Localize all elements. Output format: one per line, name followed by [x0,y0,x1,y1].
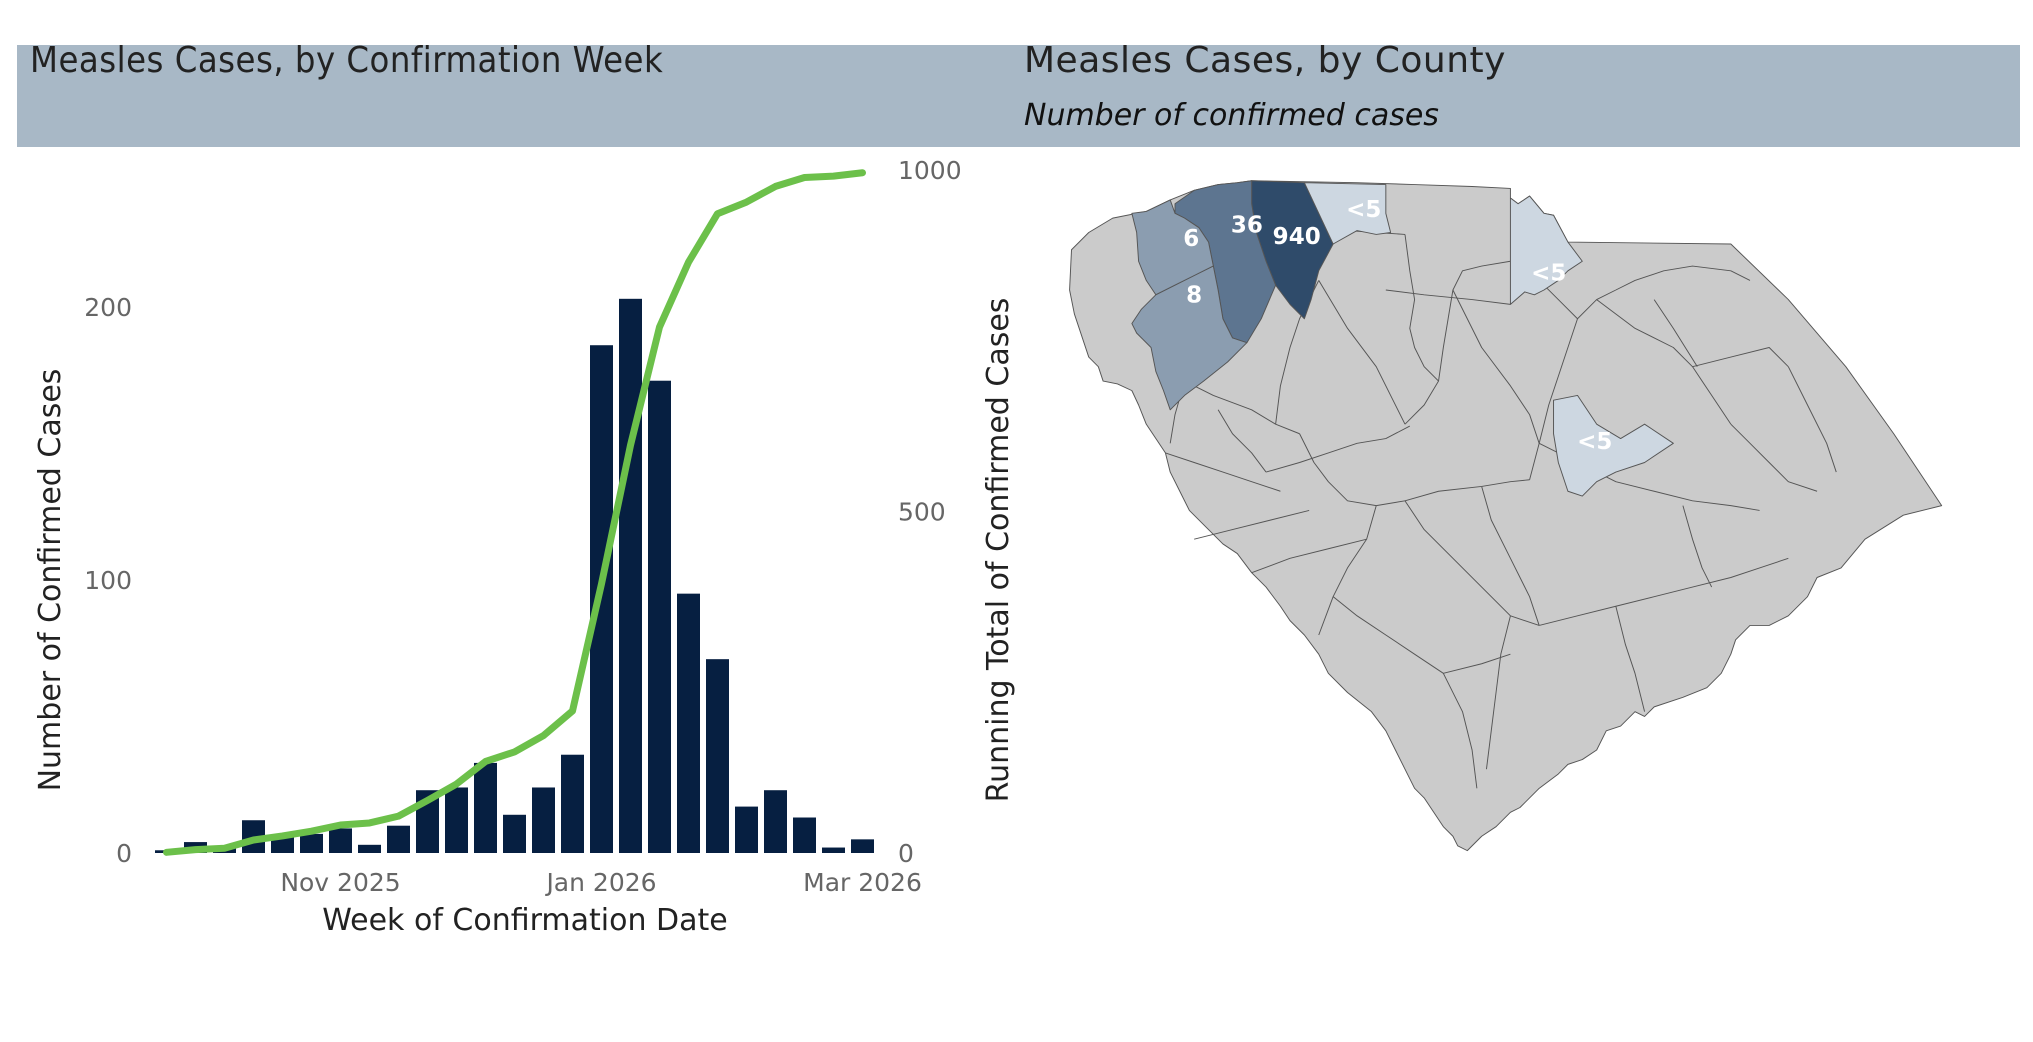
x-tick-label: Mar 2026 [803,868,922,897]
bar-week-14[interactable] [532,787,555,853]
bar-week-23[interactable] [793,817,816,853]
running-total-line[interactable] [163,169,866,856]
county-lt5-c[interactable] [1553,394,1674,497]
bar-week-11[interactable] [445,787,468,853]
bar-week-19[interactable] [677,593,700,853]
y2-axis-label: Running Total of Confirmed Cases [981,298,1016,803]
bar-week-12[interactable] [474,762,497,853]
county-8[interactable] [1131,265,1248,411]
bar-week-18[interactable] [648,380,671,853]
y2-tick-label: 1000 [898,156,962,185]
bar-week-5[interactable] [271,836,294,853]
y2-tick-label: 0 [898,839,914,868]
y2-tick-label: 500 [898,498,946,527]
bar-week-9[interactable] [387,825,410,853]
bar-week-21[interactable] [735,806,758,853]
x-tick-label: Nov 2025 [280,868,400,897]
bar-week-17[interactable] [619,298,642,853]
label-county-lt5-b: <5 [1531,260,1566,286]
label-county-lt5-c: <5 [1577,429,1612,455]
county-lt5-b[interactable] [1509,195,1583,305]
bar-week-7[interactable] [329,828,352,853]
bar-week-8[interactable] [358,844,381,853]
line-layer [163,169,866,856]
bars-layer [155,298,874,853]
label-county-8: 8 [1186,282,1202,308]
county-map: 940 36 6 8 <5 <5 <5 [1069,180,1943,852]
label-county-36: 36 [1231,213,1263,239]
bar-week-15[interactable] [561,754,584,853]
y-axis-label: Number of Confirmed Cases [33,369,68,792]
bar-week-24[interactable] [822,847,845,853]
header-band [17,45,2020,147]
bar-week-25[interactable] [851,839,874,853]
label-county-lt5-a: <5 [1346,197,1381,223]
label-county-6: 6 [1183,226,1199,252]
bar-week-13[interactable] [503,814,526,853]
y-tick-label: 100 [84,566,132,595]
y-tick-label: 0 [116,839,132,868]
axis-layer: 0 100 200 0 500 1000 Nov 2025 Jan 2026 Mar 2026 [84,156,961,897]
x-axis-label: Week of Confirmation Date [322,903,728,938]
label-county-940: 940 [1273,224,1321,250]
bar-week-22[interactable] [764,790,787,853]
weekly-chart-title: Measles Cases, by Confirmation Week [30,40,664,81]
y-tick-label: 200 [84,293,132,322]
bar-week-20[interactable] [706,659,729,853]
county-boundaries [1165,230,1837,789]
county-map-subtitle: Number of confirmed cases [1024,98,1439,133]
bar-week-6[interactable] [300,833,323,853]
county-map-title: Measles Cases, by County [1024,40,1506,81]
county-lt5-a[interactable] [1303,182,1392,245]
x-tick-label: Jan 2026 [544,868,656,897]
